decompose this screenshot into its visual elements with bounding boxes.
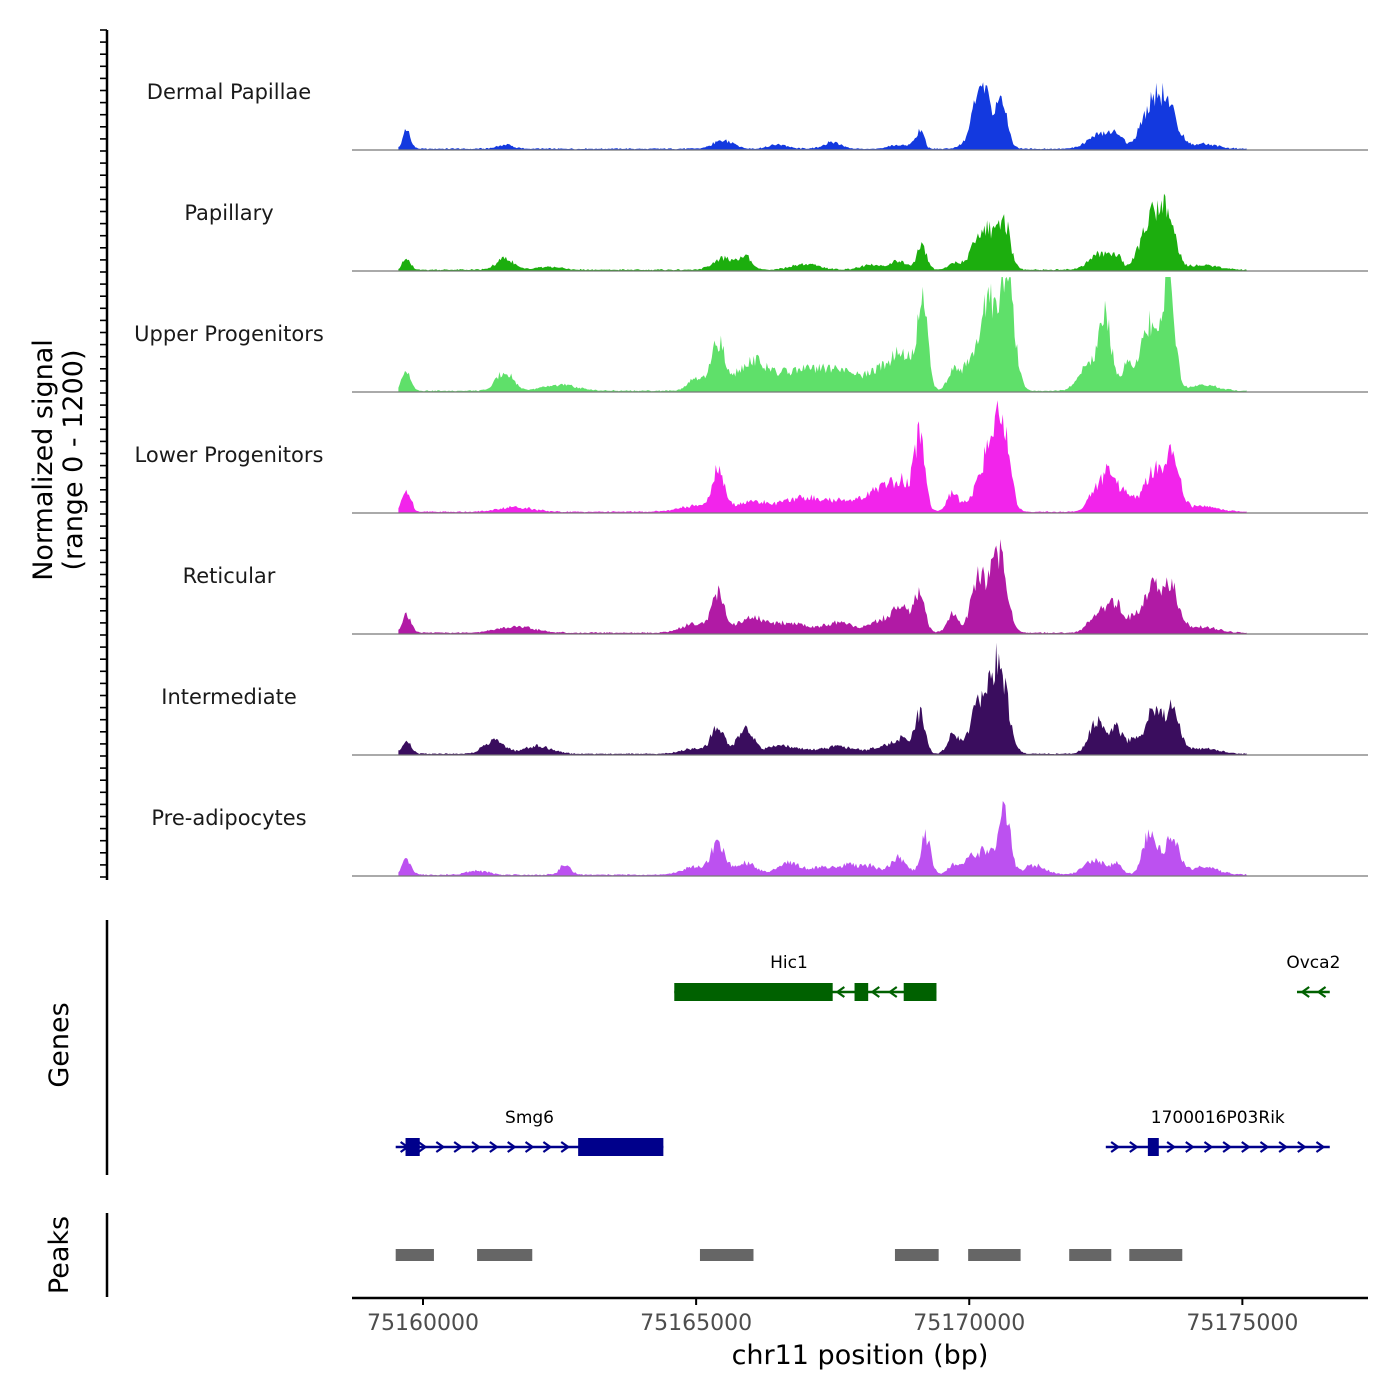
peak-region [894,1249,939,1261]
strand-arrow [887,986,898,998]
x-tick-label: 75175000 [1186,1311,1298,1336]
strand-arrow [1222,1141,1233,1153]
strand-arrow [1203,1141,1214,1153]
strand-arrow [835,986,845,998]
gene-exon [903,983,937,1001]
peak-region [699,1249,754,1261]
signal-y-label-line1: Normalized signal [28,339,59,581]
gene-label: Hic1 [770,953,808,973]
strand-arrow [471,1141,481,1153]
strand-arrow [1185,1141,1195,1153]
strand-arrow [1166,1141,1177,1153]
gene-annotations: Hic1 Ovca2 Smg6 1700016P03Rik [395,953,1340,1156]
gene-exon [405,1138,420,1156]
gene-1700016p03rik: 1700016P03Rik [1105,1108,1330,1156]
track-papillary: Papillary [184,193,1368,272]
track-label: Papillary [184,201,273,225]
gene-exon [1147,1138,1159,1156]
track-signal-area [398,801,1247,876]
peak-region [1129,1249,1183,1261]
signal-y-axis-label: Normalized signal (range 0 - 1200) [28,339,89,581]
strand-arrow [1316,986,1327,998]
strand-arrow [870,986,880,998]
track-signal-area [398,277,1247,392]
strand-arrow [417,1141,428,1153]
genes-panel-label: Genes [44,1002,75,1087]
strand-arrow [1110,1141,1121,1153]
strand-arrow [489,1141,499,1153]
track-label: Reticular [183,564,276,588]
peaks-panel-label: Peaks [44,1216,75,1294]
gene-smg6: Smg6 [395,1108,664,1156]
track-label: Lower Progenitors [135,443,324,467]
peak-region [1069,1249,1112,1261]
strand-arrow [1300,986,1310,998]
strand-arrow [1315,1141,1326,1153]
strand-arrow [542,1141,553,1153]
track-intermediate: Intermediate [161,642,1368,756]
coverage-tracks: Dermal Papillae Papillary Upper Progenitor… [134,80,1368,877]
track-signal-area [398,193,1247,271]
x-axis-ticks: 75160000 75165000 75170000 75175000 [367,1298,1298,1336]
peak-region [395,1249,434,1261]
track-pre-adipocytes: Pre-adipocytes [151,801,1368,877]
track-signal-area [398,82,1247,150]
track-label: Dermal Papillae [147,80,311,104]
track-lower-progenitors: Lower Progenitors [135,400,1368,514]
strand-arrow [435,1141,446,1153]
gene-hic1: Hic1 [674,953,937,1001]
track-label: Upper Progenitors [134,322,324,346]
x-tick-label: 75165000 [640,1311,752,1336]
peak-regions [395,1249,1183,1261]
track-signal-area [398,642,1247,755]
strand-arrow [1278,1141,1289,1153]
gene-exon [854,983,869,1001]
strand-arrow [560,1141,571,1153]
x-tick-label: 75170000 [913,1311,1025,1336]
strand-arrow [1129,1141,1139,1153]
x-tick-label: 75160000 [367,1311,479,1336]
strand-arrow [1297,1141,1307,1153]
gene-label: 1700016P03Rik [1151,1108,1285,1128]
signal-y-label-line2: (range 0 - 1200) [58,350,89,571]
strand-arrow [453,1141,464,1153]
gene-label: Ovca2 [1286,953,1340,973]
signal-y-axis-ticks [100,29,107,878]
peak-region [477,1249,533,1261]
peak-region [968,1249,1021,1261]
track-signal-area [398,539,1247,634]
track-dermal-papillae: Dermal Papillae [147,80,1368,151]
strand-arrow [1241,1141,1251,1153]
gene-exon [674,983,833,1001]
track-label: Pre-adipocytes [151,806,306,830]
gene-label: Smg6 [505,1108,554,1128]
track-reticular: Reticular [183,539,1368,635]
gene-exon [578,1138,664,1156]
track-upper-progenitors: Upper Progenitors [134,277,1368,393]
track-label: Intermediate [161,685,297,709]
strand-arrow [524,1141,535,1153]
strand-arrow [1259,1141,1270,1153]
strand-arrow [507,1141,517,1153]
track-signal-area [398,400,1247,513]
x-axis-title: chr11 position (bp) [732,1340,989,1371]
gene-ovca2: Ovca2 [1286,953,1340,998]
